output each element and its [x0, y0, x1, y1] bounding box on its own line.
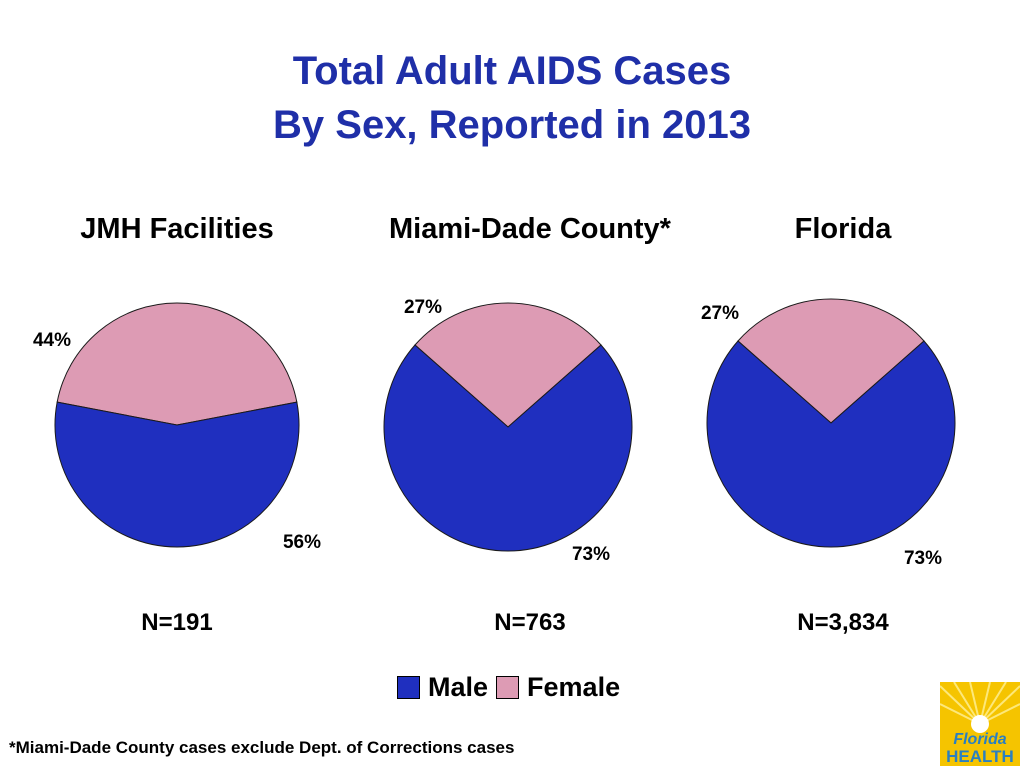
logo-text-florida: Florida	[953, 731, 1006, 748]
legend-label-male: Male	[428, 671, 489, 702]
pie-chart-1: JMH Facilities 44% 56% N=191	[33, 213, 321, 636]
slice-label-male: 73%	[904, 548, 942, 569]
pie-slice-female	[737, 298, 925, 424]
slice-label-female: 44%	[33, 330, 71, 351]
title-line-1: Total Adult AIDS Cases	[292, 49, 732, 93]
page-title: Total Adult AIDS Cases By Sex, Reported …	[0, 44, 1024, 152]
pie-chart-3: Florida 27% 73% N=3,834	[701, 213, 956, 636]
legend: Male Female	[397, 668, 628, 706]
slice-label-male: 73%	[572, 544, 610, 565]
legend-swatch-male	[397, 675, 420, 699]
sample-size-label: N=191	[141, 609, 212, 636]
pie-slice-female	[414, 302, 602, 428]
sample-size-label: N=763	[494, 609, 565, 636]
chart-title: Florida	[795, 213, 893, 245]
pie-slice-male	[383, 344, 633, 552]
legend-label-female: Female	[527, 671, 621, 702]
sample-size-label: N=3,834	[797, 609, 889, 636]
title-line-2: By Sex, Reported in 2013	[273, 103, 751, 147]
footnote: *Miami-Dade County cases exclude Dept. o…	[9, 738, 515, 757]
legend-item-female: Female	[496, 672, 620, 703]
pie-slice-female	[56, 302, 298, 426]
legend-swatch-female	[496, 675, 520, 699]
logo-text-health: HEALTH	[946, 747, 1014, 766]
florida-health-logo: Florida HEALTH	[940, 682, 1020, 766]
chart-title: Miami-Dade County*	[389, 213, 672, 245]
slice-label-female: 27%	[701, 303, 739, 324]
chart-title: JMH Facilities	[80, 213, 273, 245]
pie-slice-male	[54, 401, 300, 548]
legend-item-male: Male	[397, 672, 488, 703]
slice-label-male: 56%	[283, 532, 321, 553]
logo-sun	[971, 715, 989, 733]
pie-chart-2: Miami-Dade County* 27% 73% N=763	[383, 213, 672, 636]
pie-slice-male	[706, 340, 956, 548]
slice-label-female: 27%	[404, 297, 442, 318]
